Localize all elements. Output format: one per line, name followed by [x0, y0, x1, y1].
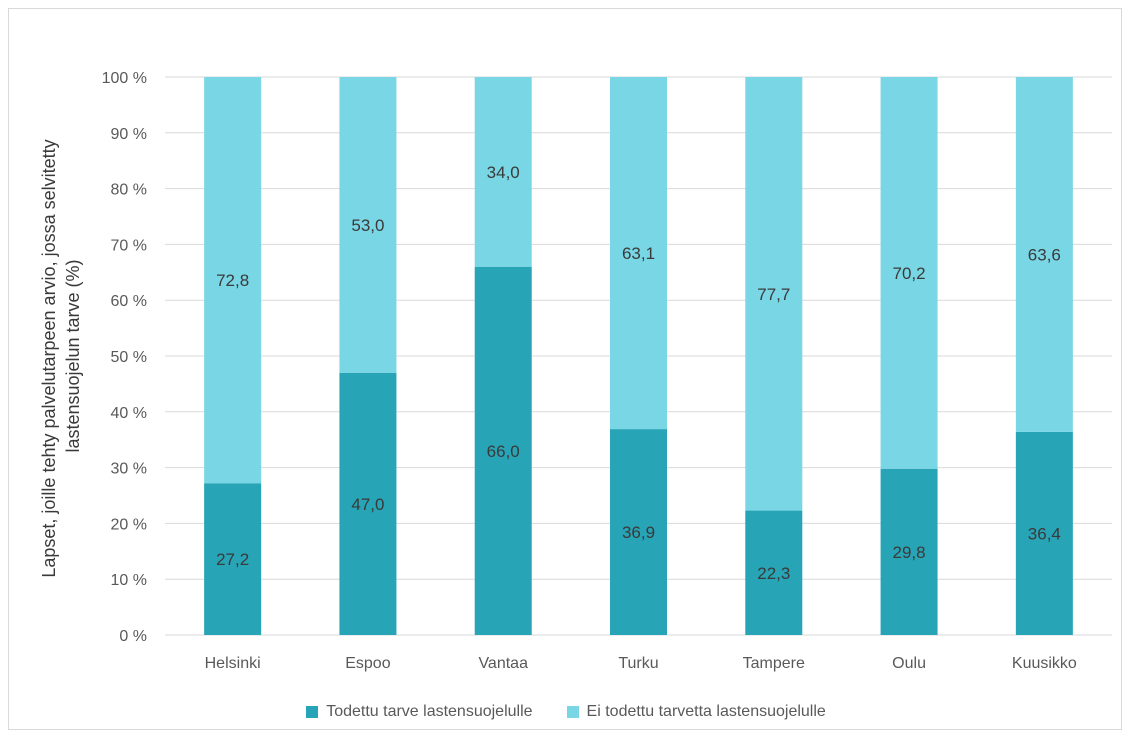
y-axis-ticks: 0 % 10 % 20 % 30 % 40 % 50 % 60 % 70 % 80 % 90 % 1… — [102, 70, 147, 645]
y-tick-label: 0 % — [119, 628, 147, 645]
y-tick-label: 70 % — [111, 237, 147, 254]
data-label: 34,0 — [487, 163, 520, 182]
bar-segment-ei-todettu — [1015, 77, 1073, 432]
bar-segment-todettu — [880, 468, 938, 635]
data-label: 66,0 — [487, 442, 520, 461]
bar-segment-todettu — [204, 483, 262, 635]
data-labels: 27,2 72,8 47,0 53,0 66,0 34,0 36,9 63,1 22,3 77,7… — [216, 163, 1061, 583]
y-tick-label: 40 % — [111, 405, 147, 422]
bar-segment-ei-todettu — [474, 77, 532, 267]
data-label: 29,8 — [893, 543, 926, 562]
x-tick-label: Turku — [618, 655, 658, 672]
x-tick-label: Helsinki — [205, 655, 261, 672]
x-tick-label: Tampere — [743, 655, 805, 672]
bar-segment-todettu — [1015, 431, 1073, 635]
bar-segment-todettu — [610, 429, 667, 635]
data-label: 36,4 — [1028, 524, 1061, 543]
legend-label-ei-todettu: Ei todettu tarvetta lastensuojelulle — [586, 703, 826, 720]
bar-segment-todettu — [745, 510, 803, 635]
data-label: 53,0 — [351, 216, 384, 235]
y-axis-title: Lapset, joille tehty palvelutarpeen arvi… — [39, 134, 83, 577]
data-label: 63,1 — [622, 244, 655, 263]
legend-swatch-ei-todettu — [566, 706, 579, 718]
y-tick-label: 90 % — [111, 126, 147, 143]
y-axis-title-line-1: Lapset, joille tehty palvelutarpeen arvi… — [39, 139, 59, 577]
bar-segment-ei-todettu — [339, 77, 397, 373]
data-label: 47,0 — [351, 495, 384, 514]
data-label: 77,7 — [757, 285, 790, 304]
data-label: 36,9 — [622, 523, 655, 542]
legend-swatch-todettu — [306, 706, 319, 718]
data-label: 22,3 — [757, 564, 790, 583]
data-label: 72,8 — [216, 271, 249, 290]
legend-item-ei-todettu: Ei todettu tarvetta lastensuojelulle — [566, 703, 826, 721]
y-tick-label: 10 % — [111, 572, 147, 589]
y-tick-label: 100 % — [102, 70, 147, 87]
data-label: 27,2 — [216, 550, 249, 569]
x-axis-ticks: Helsinki Espoo Vantaa Turku Tampere Oulu Kuusi… — [205, 655, 1077, 672]
bar-segment-ei-todettu — [610, 77, 667, 430]
y-tick-label: 80 % — [111, 182, 147, 199]
x-tick-label: Vantaa — [478, 655, 528, 672]
bar-segment-todettu — [474, 266, 532, 635]
legend-item-todettu: Todettu tarve lastensuojelulle — [306, 703, 533, 721]
bar-segment-ei-todettu — [880, 77, 938, 469]
y-axis-title-line-2: lastensuojelun tarve (%) — [63, 259, 83, 452]
legend-label-todettu: Todettu tarve lastensuojelulle — [326, 703, 533, 720]
data-label: 70,2 — [893, 264, 926, 283]
bar-segment-todettu — [339, 372, 397, 635]
bar-segment-ei-todettu — [745, 77, 803, 511]
bars — [204, 77, 1073, 635]
y-tick-label: 60 % — [111, 293, 147, 310]
data-label: 63,6 — [1028, 245, 1061, 264]
x-tick-label: Espoo — [345, 655, 390, 672]
legend: Todettu tarve lastensuojelulle Ei todett… — [0, 700, 1132, 724]
y-tick-label: 30 % — [111, 461, 147, 478]
y-tick-label: 50 % — [111, 349, 147, 366]
x-tick-label: Kuusikko — [1012, 655, 1077, 672]
x-tick-label: Oulu — [892, 655, 926, 672]
y-tick-label: 20 % — [111, 516, 147, 533]
bar-segment-ei-todettu — [204, 77, 262, 484]
